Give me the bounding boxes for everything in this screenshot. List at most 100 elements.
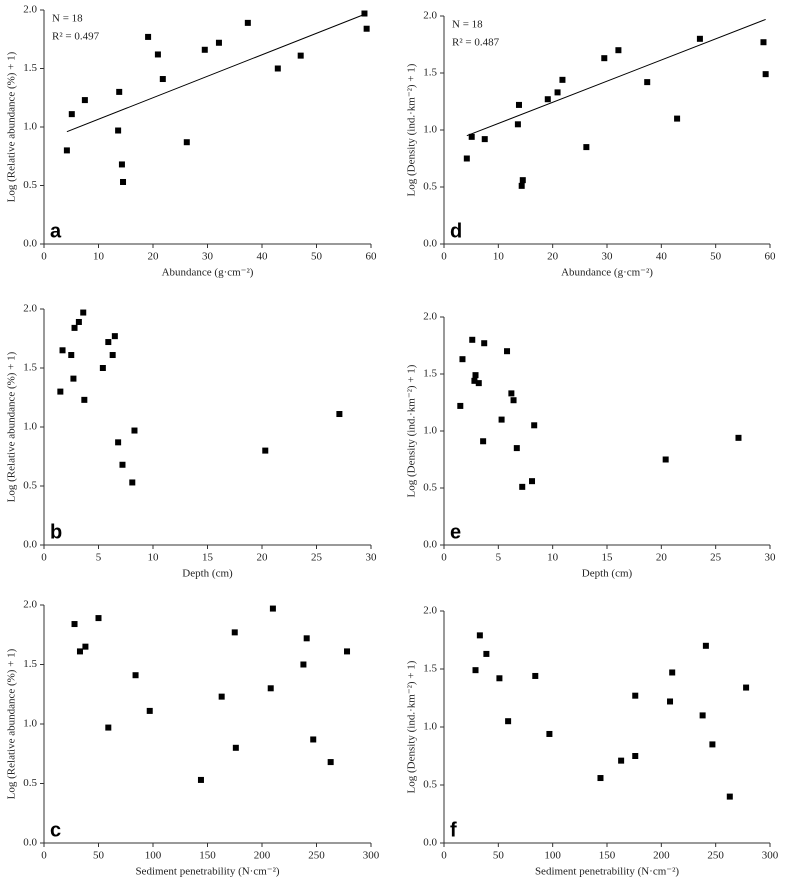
x-tick-label: 25 [710,552,722,564]
annotation: N = 18 [52,13,83,25]
x-tick-label: 150 [599,850,616,862]
x-tick-label: 10 [493,251,505,263]
scatter-point [327,759,334,766]
scatter-point [513,445,520,452]
fit-line [466,18,766,137]
x-tick-label: 300 [762,850,779,862]
scatter-point [475,380,482,387]
scatter-point [508,390,515,397]
x-tick-label: 0 [41,251,47,263]
x-tick-label: 200 [653,850,670,862]
scatter-point [667,698,674,705]
scatter-point [674,115,681,122]
scatter-point [472,667,479,674]
scatter-point [269,605,276,612]
scatter-point [105,724,112,731]
scatter-point [498,416,505,423]
x-tick-label: 5 [496,552,502,564]
scatter-point [669,669,676,676]
x-tick-label: 50 [710,251,722,263]
x-axis-label: Sediment penetrability (N·cm⁻²) [535,866,679,878]
scatter-point [232,744,239,751]
x-tick-label: 100 [544,850,561,862]
scatter-point [531,422,538,429]
scatter-point [109,352,116,359]
scatter-point [215,39,222,46]
scatter-point [532,672,539,679]
scatter-point [597,775,604,782]
y-tick-label: 1.5 [23,62,37,74]
y-tick-label: 2.0 [423,10,437,22]
scatter-point [105,339,112,346]
scatter-point [471,377,478,384]
x-tick-label: 150 [199,850,216,862]
scatter-point [601,55,608,62]
scatter-point [81,97,88,104]
x-tick-label: 30 [765,552,777,564]
scatter-point [743,684,750,691]
scatter-point [71,324,78,331]
x-axis-label: Abundance (g·cm⁻²) [162,267,254,279]
x-tick-label: 20 [257,552,269,564]
annotation: R² = 0.487 [452,37,500,49]
scatter-point [81,396,88,403]
scatter-point [183,139,190,146]
y-tick-label: 0.5 [23,179,37,191]
scatter-point [529,478,536,485]
y-axis-label: Log (Relative abundance (%) + 1) [6,648,18,799]
y-axis-label: Log (Relative abundance (%) + 1) [6,351,18,502]
x-axis-label: Abundance (g·cm⁻²) [561,267,653,279]
y-tick-label: 1.0 [23,421,37,433]
x-axis-label: Depth (cm) [182,568,233,580]
scatter-point [146,707,153,714]
x-tick-label: 0 [41,552,47,564]
scatter-point [519,483,526,490]
x-tick-label: 0 [441,251,447,263]
scatter-point [510,397,517,404]
x-tick-label: 30 [602,251,614,263]
scatter-point [244,19,251,26]
panel-label: d [450,220,462,242]
x-tick-label: 30 [366,552,378,564]
y-axis-label: Log (Density (ind.·km⁻²) + 1) [406,364,418,497]
x-tick-label: 20 [547,251,559,263]
y-tick-label: 1.0 [23,121,37,133]
x-tick-label: 20 [148,251,160,263]
scatter-point [476,632,483,639]
scatter-point [481,136,488,143]
scatter-point [459,356,466,363]
x-tick-label: 0 [441,552,447,564]
y-tick-label: 1.5 [423,368,437,380]
scatter-point [218,693,225,700]
x-tick-label: 50 [493,850,505,862]
scatter-point [274,65,281,72]
x-tick-label: 300 [363,850,380,862]
y-tick-label: 1.0 [423,721,437,733]
scatter-point [632,692,639,699]
scatter-point [702,642,709,649]
y-tick-label: 0.0 [423,238,437,250]
scatter-point [76,648,83,655]
fit-line [66,13,367,133]
scatter-point [120,178,127,185]
scatter-point [115,127,122,134]
scatter-point [201,46,208,53]
annotation: R² = 0.497 [52,31,100,43]
y-tick-label: 1.5 [23,362,37,374]
scatter-point [696,35,703,42]
scatter-point [735,434,742,441]
scatter-point [760,39,767,46]
y-axis-label: Log (Density (ind.·km⁻²) + 1) [406,660,418,793]
scatter-point [197,776,204,783]
x-tick-label: 60 [366,251,378,263]
scatter-point [480,438,487,445]
scatter-point [71,621,78,628]
x-tick-label: 200 [254,850,271,862]
scatter-point [70,375,77,382]
y-tick-label: 1.0 [23,718,37,730]
scatter-point [82,643,89,650]
y-tick-label: 1.5 [423,663,437,675]
scatter-point [118,161,125,168]
scatter-point [515,101,522,108]
scatter-point [159,76,166,83]
